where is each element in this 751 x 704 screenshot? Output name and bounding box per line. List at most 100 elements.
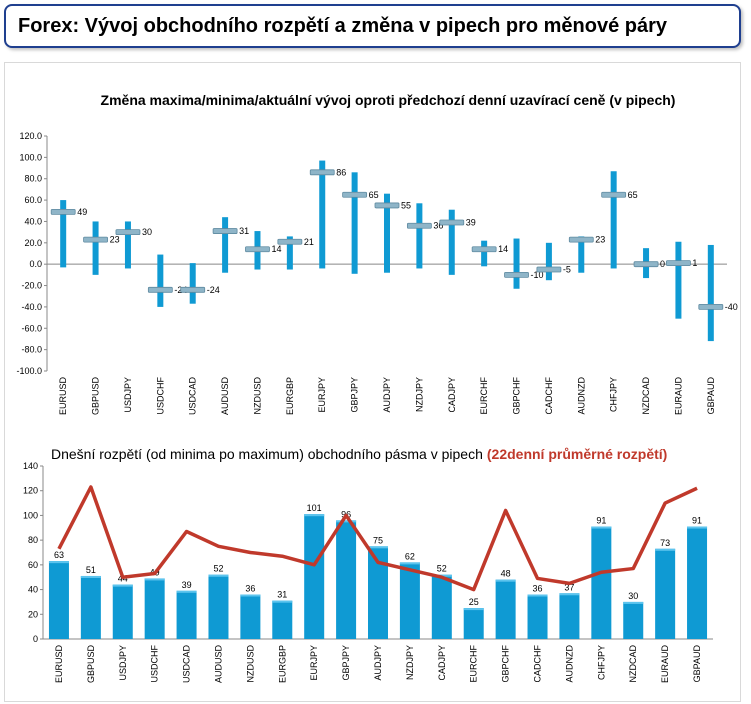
chart1-category-label: USDCHF (155, 376, 165, 414)
chart2-title-main: Dnešní rozpětí (od minima po maximum) ob… (51, 446, 483, 462)
chart2-bar (368, 546, 388, 639)
chart2-category-label: GBPCHF (501, 645, 511, 683)
chart1-category-label: CADJPY (447, 377, 457, 413)
chart2-bar (591, 526, 612, 639)
chart2-y-tick-label: 60 (28, 560, 38, 570)
chart2-data-label: 30 (628, 591, 638, 601)
chart2-bar (399, 562, 420, 639)
chart1-category-label: EURAUD (673, 377, 683, 416)
chart2-category-label: EURJPY (309, 645, 319, 681)
chart1-current-marker (471, 246, 497, 253)
chart2-bar-highlight (112, 584, 133, 587)
chart2-bar-highlight (623, 601, 644, 604)
chart2-data-label: 75 (373, 535, 383, 545)
chart2-data-label: 51 (86, 565, 96, 575)
chart1-current-marker (342, 191, 368, 198)
chart1-y-tick-label: -100.0 (16, 366, 42, 376)
chart1-range-bar (416, 203, 423, 269)
chart1-category-label: USDJPY (123, 377, 133, 413)
chart2-category-label: AUDNZD (564, 645, 574, 683)
chart2-category-label: EURAUD (660, 645, 670, 684)
chart2-bar (304, 514, 325, 639)
chart1-data-label: 21 (304, 237, 314, 247)
chart1-current-marker (83, 236, 108, 243)
chart2-data-label: 37 (564, 582, 574, 592)
chart2-bar-highlight (176, 590, 197, 593)
page-title: Forex: Vývoj obchodního rozpětí a změna … (18, 15, 668, 37)
chart2-bar (208, 574, 229, 639)
chart1-range-bar (545, 242, 552, 281)
chart2-y-tick-label: 140 (23, 461, 38, 471)
chart1-data-label: 65 (369, 190, 379, 200)
chart2-bar (176, 590, 197, 639)
chart2-category-label: GBPUSD (86, 645, 96, 684)
chart2-y-tick-label: 100 (23, 510, 38, 520)
chart2-y-tick-label: 80 (28, 535, 38, 545)
chart2-bar (80, 575, 101, 639)
chart1-category-label: AUDNZD (576, 377, 586, 415)
chart2-category-label: NZDUSD (245, 645, 255, 683)
chart2-bar-highlight (399, 562, 420, 565)
chart1-category-label: EURJPY (317, 377, 327, 413)
chart2-bar-highlight (304, 514, 325, 517)
chart1-range-bar (578, 236, 585, 273)
chart2-bar-highlight (240, 594, 261, 597)
chart2-daily-range: 02040608010012014063EURUSD51GBPUSD44USDJ… (23, 461, 713, 683)
chart2-bar (48, 561, 69, 639)
chart1-data-label: 86 (336, 167, 346, 177)
chart2-category-label: USDCAD (182, 645, 192, 684)
chart1-category-label: GBPAUD (706, 377, 716, 415)
chart2-category-label: CADCHF (533, 644, 543, 682)
chart2-category-label: USDCHF (150, 644, 160, 682)
chart2-bar-highlight (80, 575, 101, 578)
chart2-bar (495, 579, 516, 639)
chart1-data-label: -5 (563, 265, 571, 275)
chart1-current-marker (115, 229, 141, 236)
chart1-current-marker (212, 228, 238, 234)
chart1-range: -100.0 -80.0 -60.0 -40.0 -20.0 0.0 20.0 40.0 60.… (16, 131, 737, 415)
chart1-category-label: EURCHF (479, 376, 489, 414)
chart2-bar-highlight (495, 579, 516, 582)
chart2-bar (655, 548, 676, 639)
chart1-current-marker (536, 266, 562, 273)
chart2-bar-highlight (368, 546, 388, 549)
chart1-y-tick-label: 100.0 (19, 152, 42, 162)
chart1-range-bar (351, 172, 358, 274)
chart1-range-bar (124, 221, 131, 269)
chart2-bar (527, 594, 548, 639)
chart1-data-label: 23 (595, 235, 605, 245)
chart1-y-tick-label: 120.0 (19, 131, 42, 141)
chart2-bar-highlight (655, 548, 676, 551)
chart2-category-label: GBPAUD (692, 645, 702, 683)
chart1-data-label: 55 (401, 200, 411, 210)
chart2-data-label: 63 (54, 550, 64, 560)
chart2-category-label: AUDUSD (213, 645, 223, 684)
chart1-data-label: 30 (142, 227, 152, 237)
chart1-data-label: 39 (466, 218, 476, 228)
chart1-data-label: -40 (725, 302, 738, 312)
chart1-current-marker (245, 246, 270, 253)
chart2-y-tick-label: 20 (28, 609, 38, 619)
chart2-bar (112, 584, 133, 639)
chart2-y-tick-label: 120 (23, 486, 38, 496)
chart1-data-label: 0 (660, 259, 665, 269)
chart2-bar-highlight (687, 526, 708, 529)
chart1-y-tick-label: -80.0 (21, 345, 42, 355)
chart1-data-label: 14 (271, 244, 281, 254)
chart1-category-label: NZDJPY (414, 377, 424, 412)
chart2-bar (272, 600, 293, 639)
chart1-range-bar (319, 160, 326, 269)
chart1-y-tick-label: -40.0 (21, 302, 42, 312)
chart2-category-label: NZDCAD (628, 645, 638, 683)
chart1-range-bar (222, 217, 229, 273)
chart1-data-label: 1 (692, 258, 697, 268)
chart1-current-marker (439, 219, 465, 226)
chart1-range-bar (189, 263, 196, 304)
chart2-bar-highlight (591, 526, 612, 529)
chart1-category-label: CHFJPY (609, 377, 619, 412)
chart1-range-bar (513, 238, 520, 289)
chart2-avg-range-line (57, 485, 698, 592)
chart1-range-bar (286, 236, 293, 270)
chart2-data-label: 101 (307, 503, 322, 513)
